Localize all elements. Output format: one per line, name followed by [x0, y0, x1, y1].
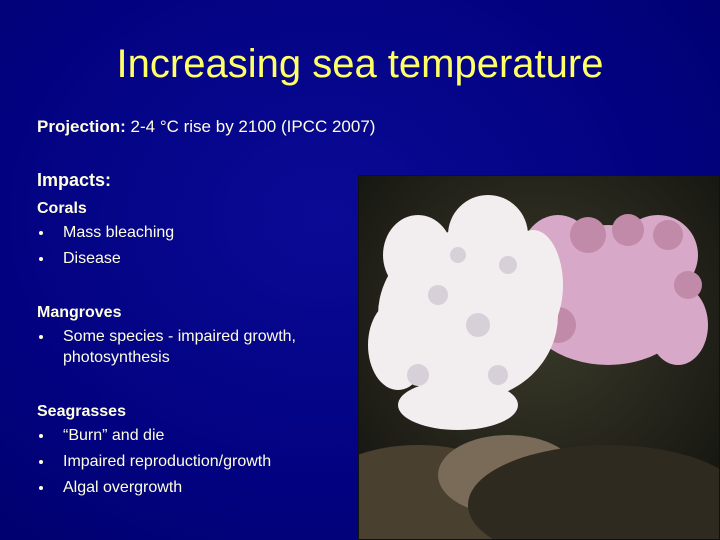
section-heading: Corals [37, 200, 87, 217]
bullet-text: “Burn” and die [63, 427, 165, 444]
bullet-text: Mass bleaching [63, 224, 175, 241]
bullet-item: Mass bleaching [37, 222, 333, 243]
projection-label: Projection: [37, 117, 126, 136]
section: Corals Mass bleaching Disease [37, 196, 347, 274]
section: Mangroves Some species - impaired growth,… [37, 300, 347, 373]
section-heading: Seagrasses [37, 403, 126, 420]
coral-photo [358, 175, 720, 540]
bullet-text: Some species - impaired growth, photosyn… [63, 328, 296, 366]
bullet [39, 434, 43, 438]
bullet-text: Disease [63, 250, 121, 267]
bullet [39, 257, 43, 261]
impacts-heading: Impacts: [37, 170, 112, 190]
projection-text: 2-4 °C rise by 2100 (IPCC 2007) [130, 117, 376, 136]
section-heading: Mangroves [37, 304, 122, 321]
bullet [39, 460, 43, 464]
bullet-item: Some species - impaired growth, photosyn… [37, 326, 333, 368]
bullet-item: “Burn” and die [37, 425, 333, 446]
section: Seagrasses “Burn” and die Impaired reprodu… [37, 399, 347, 503]
bullet [39, 486, 43, 490]
bullet-text: Impaired reproduction/growth [63, 453, 272, 470]
bullet [39, 335, 43, 339]
slide-title: Increasing sea temperature [116, 42, 604, 86]
projection: Projection: 2-4 °C rise by 2100 (IPCC 20… [37, 117, 375, 137]
bullet-item: Disease [37, 248, 333, 269]
bullet-item: Impaired reproduction/growth [37, 451, 333, 472]
bullet [39, 231, 43, 235]
bullet-item: Algal overgrowth [37, 477, 333, 498]
bullet-text: Algal overgrowth [63, 479, 183, 496]
